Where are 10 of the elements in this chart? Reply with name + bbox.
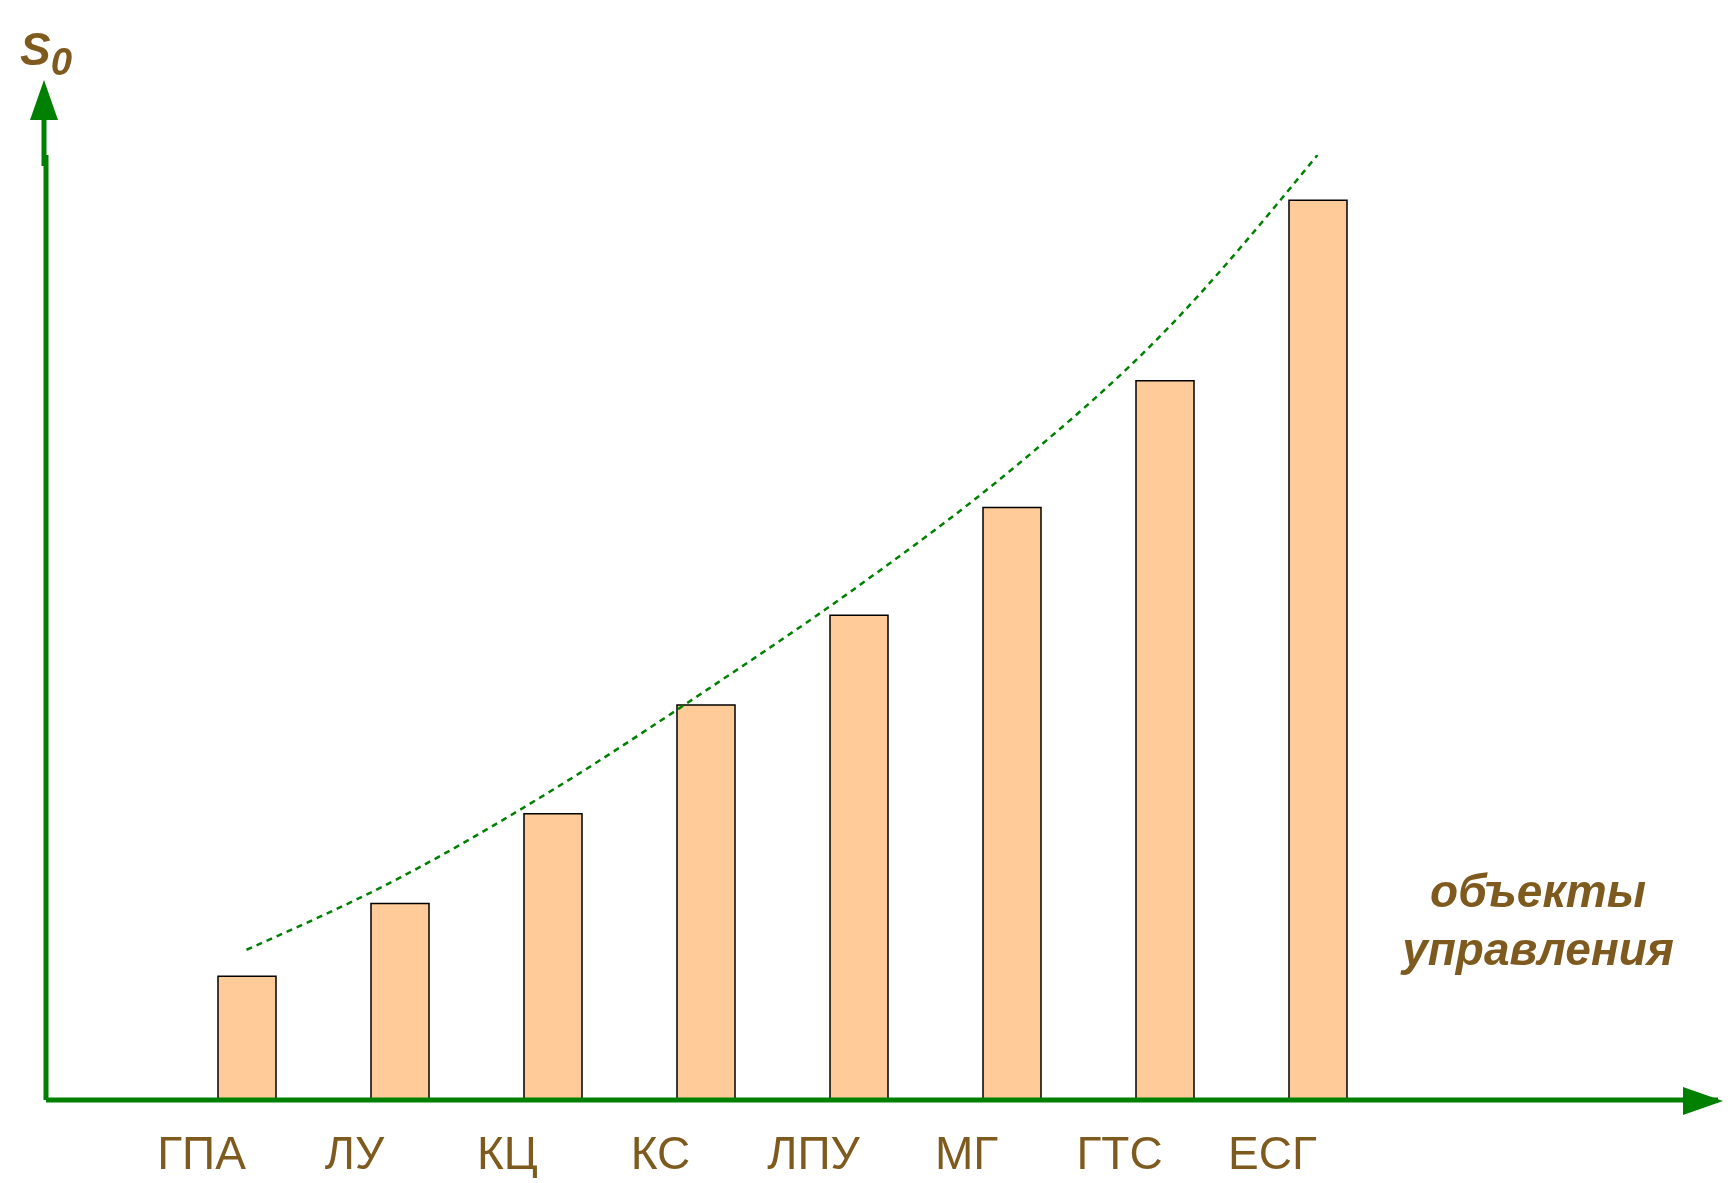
x-axis-title: объекты управления (1399, 864, 1675, 977)
x-tick-label: ГПА (157, 1126, 247, 1179)
x-tick-label: ЛУ (324, 1126, 385, 1179)
x-tick-label: ЛПУ (767, 1126, 861, 1179)
x-tick-label: ЕСГ (1228, 1126, 1317, 1179)
y-axis-title: S$_{0}$ (20, 22, 73, 85)
x-tick-label: КС (630, 1126, 691, 1179)
x-tick-label: КЦ (477, 1126, 538, 1179)
x-tick-label: ГТС (1076, 1126, 1163, 1179)
x-tick-label: МГ (934, 1126, 999, 1179)
